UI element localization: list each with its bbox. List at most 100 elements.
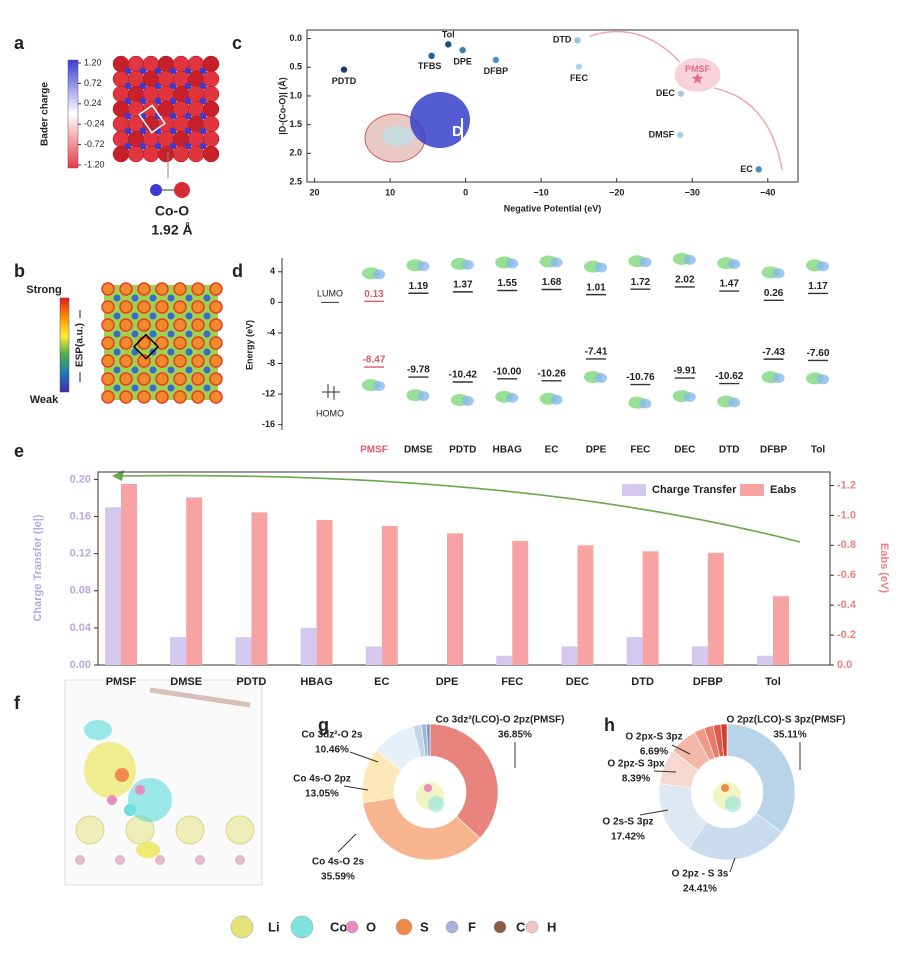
y-tick-label: 0.12 bbox=[70, 548, 91, 560]
category-label: EC bbox=[545, 445, 559, 456]
slice-label: Co 3dz²-O 2s bbox=[301, 730, 363, 741]
esp-spot bbox=[113, 348, 121, 356]
legend-label: S bbox=[420, 919, 429, 934]
atom bbox=[202, 130, 220, 148]
esp-spot bbox=[137, 282, 151, 296]
bar bbox=[186, 497, 203, 665]
esp-spot bbox=[203, 384, 211, 392]
y-tick-label: 2.0 bbox=[289, 148, 302, 158]
orbital bbox=[461, 395, 474, 406]
esp-spot bbox=[191, 300, 205, 314]
slice-value: 17.42% bbox=[611, 832, 645, 843]
y-tick-label: -4 bbox=[267, 327, 275, 337]
category-label: DTD bbox=[719, 445, 740, 456]
value-label: -7.41 bbox=[585, 347, 608, 358]
orbital bbox=[728, 259, 741, 270]
point-label: Tol bbox=[442, 30, 455, 40]
y-tick-label: 0.20 bbox=[70, 473, 91, 485]
point-label: TFBS bbox=[418, 61, 442, 71]
arrowhead bbox=[112, 470, 124, 481]
leader-line bbox=[349, 751, 379, 763]
slice-value: 36.85% bbox=[498, 730, 532, 741]
esp-spot bbox=[113, 312, 121, 320]
orbital bbox=[772, 373, 785, 384]
category-label: Tol bbox=[811, 445, 825, 456]
esp-spot bbox=[131, 294, 139, 302]
orbital bbox=[595, 262, 607, 273]
x-axis-label: Negative Potential (eV) bbox=[504, 203, 602, 213]
bar bbox=[757, 655, 773, 665]
bar bbox=[626, 637, 643, 665]
slice-value: 8.39% bbox=[622, 774, 650, 785]
esp-spot bbox=[149, 294, 157, 302]
colorbar bbox=[67, 59, 79, 169]
legend-label: Co bbox=[330, 919, 347, 934]
value-label: -7.43 bbox=[762, 347, 785, 358]
y2-tick-label: -1.2 bbox=[837, 479, 856, 491]
orbital bbox=[817, 374, 829, 385]
esp-spot bbox=[113, 366, 121, 374]
atom bbox=[187, 145, 205, 163]
value-label: -10.00 bbox=[493, 366, 522, 377]
atom bbox=[172, 145, 190, 163]
inner-image bbox=[424, 784, 432, 792]
y-tick-label: 0.16 bbox=[70, 510, 91, 522]
axis-label: Bader charge bbox=[40, 82, 51, 146]
value-label: 1.47 bbox=[719, 279, 739, 290]
esp-spot bbox=[119, 282, 133, 296]
point bbox=[459, 46, 466, 54]
value-label: 1.72 bbox=[631, 277, 651, 288]
panel-label: f bbox=[14, 693, 21, 713]
esp-spot bbox=[155, 336, 169, 350]
atom bbox=[127, 145, 145, 163]
value-label: -9.78 bbox=[407, 365, 430, 376]
legend-label: Li bbox=[268, 919, 280, 934]
esp-spot bbox=[185, 384, 193, 392]
orbital bbox=[550, 394, 563, 405]
esp-spot bbox=[191, 354, 205, 368]
esp-spot bbox=[137, 300, 151, 314]
legend-label: O bbox=[366, 919, 376, 934]
point-label: PMSF bbox=[685, 64, 711, 74]
annotation: 1.92 Å bbox=[151, 222, 192, 238]
leader-line bbox=[653, 770, 677, 773]
esp-spot bbox=[167, 294, 175, 302]
y-tick-label: 1.0 bbox=[289, 90, 302, 100]
atom bbox=[202, 70, 220, 88]
legend-atom bbox=[493, 920, 507, 934]
slice bbox=[426, 723, 431, 757]
esp-spot bbox=[155, 300, 169, 314]
bar bbox=[447, 533, 463, 665]
esp-spot bbox=[137, 372, 151, 386]
leader-line bbox=[671, 744, 691, 755]
esp-spot bbox=[149, 366, 157, 374]
y-tick-label: -16 bbox=[262, 419, 275, 429]
slice bbox=[362, 797, 481, 861]
panel-label: b bbox=[14, 261, 25, 281]
colorbar bbox=[59, 297, 70, 393]
slice-value: 10.46% bbox=[315, 745, 349, 756]
tick-label: -0.24 bbox=[84, 119, 105, 129]
esp-spot bbox=[191, 372, 205, 386]
esp-spot bbox=[149, 312, 157, 320]
annotation: D bbox=[452, 123, 463, 140]
esp-spot bbox=[101, 390, 115, 404]
value-label: 2.02 bbox=[675, 275, 695, 286]
inner-image bbox=[428, 796, 444, 812]
slice-label: O 2s-S 3pz bbox=[602, 817, 653, 828]
esp-spot bbox=[203, 312, 211, 320]
orbital bbox=[683, 392, 696, 403]
orbital bbox=[728, 397, 741, 408]
y-axis-label: |D-(Co-O)| (Å) bbox=[277, 77, 287, 135]
plot-frame bbox=[97, 471, 831, 666]
esp-spot bbox=[119, 372, 133, 386]
series-label: LUMO bbox=[317, 288, 343, 298]
esp-spot bbox=[185, 330, 193, 338]
x-tick-label: 10 bbox=[385, 187, 395, 197]
tick-label: 0.72 bbox=[84, 78, 102, 88]
orbital bbox=[595, 372, 607, 383]
esp-spot bbox=[155, 390, 169, 404]
legend-label: Eabs bbox=[770, 484, 796, 496]
y-tick-label: 0.00 bbox=[70, 659, 91, 671]
